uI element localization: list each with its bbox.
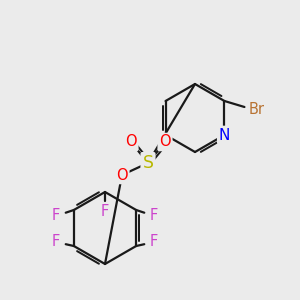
Text: F: F [101, 205, 109, 220]
Text: Br: Br [248, 101, 264, 116]
Text: S: S [142, 154, 154, 172]
Text: F: F [52, 235, 60, 250]
Text: F: F [150, 235, 158, 250]
Text: O: O [159, 134, 171, 149]
Text: F: F [52, 208, 60, 224]
Text: O: O [125, 134, 137, 149]
Text: O: O [116, 167, 128, 182]
Text: F: F [150, 208, 158, 224]
Text: N: N [219, 128, 230, 142]
